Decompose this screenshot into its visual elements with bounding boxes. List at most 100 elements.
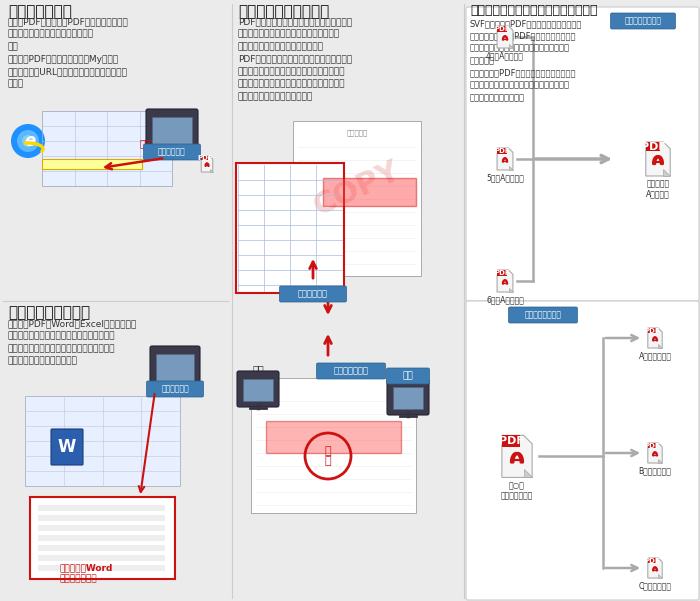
Text: PDF: PDF (197, 155, 213, 161)
Text: 5月度A社納品書: 5月度A社納品書 (486, 173, 524, 182)
Text: PDFの指定されたページに対して、文字列を
描画することで、帳票の不正使用の牽制や
持ち出しの抑止に効果を出します。
PDFの指定されたページに対して、イメージ: PDFの指定されたページに対して、文字列を 描画することで、帳票の不正使用の牽制… (238, 17, 352, 101)
Bar (38, 555, 165, 561)
Polygon shape (658, 459, 662, 463)
Polygon shape (648, 558, 662, 578)
Text: e: e (25, 132, 36, 150)
FancyBboxPatch shape (508, 307, 578, 323)
FancyBboxPatch shape (146, 109, 198, 153)
Text: PDF: PDF (644, 328, 660, 334)
Bar (42, 159, 142, 169)
Bar (156, 354, 194, 382)
Bar (38, 505, 165, 511)
Bar (236, 163, 344, 293)
Text: PDF: PDF (498, 436, 524, 446)
Text: ハイパーリンク: ハイパーリンク (8, 4, 72, 19)
Text: B部門取引明細: B部門取引明細 (638, 466, 671, 475)
Bar (323, 178, 416, 206)
Text: 文字列・イメージ描画: 文字列・イメージ描画 (238, 4, 329, 19)
Polygon shape (209, 169, 213, 172)
Text: 4月度A社納品書: 4月度A社納品書 (486, 51, 524, 60)
FancyBboxPatch shape (237, 371, 279, 407)
Bar (648, 443, 657, 448)
Text: A部門取引明細: A部門取引明細 (638, 351, 671, 360)
Polygon shape (524, 469, 532, 477)
Bar (38, 545, 165, 551)
Polygon shape (497, 148, 513, 170)
Text: リンク設定: リンク設定 (140, 138, 169, 148)
FancyBboxPatch shape (144, 144, 200, 160)
Text: 承: 承 (325, 446, 331, 456)
Bar (648, 328, 657, 334)
Bar (251, 378, 416, 513)
Text: 工事見積書: 工事見積書 (346, 129, 368, 136)
Bar (646, 142, 660, 151)
Text: 第○期
事業部取引明細: 第○期 事業部取引明細 (500, 481, 533, 501)
Polygon shape (508, 44, 513, 48)
Bar (38, 535, 165, 541)
Bar (201, 156, 208, 160)
Text: 生成したPDFにWordやExcelなどのファイ
ルを埋め込むことができ、これまで添付文書
としていた必要なドキュメントを一元的に管
理運用することができます。: 生成したPDFにWordやExcelなどのファイ ルを埋め込むことができ、これま… (8, 319, 137, 365)
Polygon shape (658, 344, 662, 348)
Text: PDF: PDF (494, 26, 510, 32)
FancyBboxPatch shape (466, 301, 699, 600)
Circle shape (11, 124, 45, 158)
FancyBboxPatch shape (316, 363, 386, 379)
Polygon shape (664, 169, 670, 176)
Polygon shape (648, 443, 662, 463)
Text: 認: 認 (325, 456, 331, 466)
Text: 既存のPDF、もしくはPDF作成時にハイパー
リンクを埋め込むことが可能です。
例：
給与明細PDFに社員別ページ（Myページ
等）のリンクURLを設定して閲覧: 既存のPDF、もしくはPDF作成時にハイパー リンクを埋め込むことが可能です。 … (8, 17, 129, 88)
FancyBboxPatch shape (387, 379, 429, 415)
Text: 第一四半期
A社納品書: 第一四半期 A社納品書 (646, 179, 670, 198)
FancyBboxPatch shape (279, 286, 346, 302)
Bar (393, 387, 423, 409)
Text: 申請: 申請 (252, 364, 264, 374)
Bar (30, 497, 175, 579)
Polygon shape (646, 142, 670, 176)
Text: W: W (58, 438, 76, 456)
Polygon shape (648, 328, 662, 348)
Polygon shape (658, 574, 662, 578)
Polygon shape (201, 156, 213, 172)
Text: イメージの描画: イメージの描画 (333, 367, 368, 376)
Bar (38, 515, 165, 521)
FancyBboxPatch shape (386, 368, 430, 384)
Polygon shape (497, 26, 513, 48)
Bar (38, 565, 165, 571)
Bar (266, 421, 401, 453)
FancyBboxPatch shape (610, 13, 676, 29)
Text: 6月度A社納品書: 6月度A社納品書 (486, 295, 524, 304)
Text: PDF: PDF (640, 142, 666, 151)
Text: PDF: PDF (494, 270, 510, 276)
Text: 補足資料をWord
文書にして添付: 補足資料をWord 文書にして添付 (60, 563, 113, 583)
FancyBboxPatch shape (466, 7, 699, 301)
Text: C部門取引明細: C部門取引明細 (638, 581, 671, 590)
Text: PDF: PDF (494, 148, 510, 154)
FancyBboxPatch shape (51, 429, 83, 465)
Bar (243, 379, 273, 401)
Bar (502, 435, 520, 447)
Polygon shape (502, 435, 532, 477)
Text: PDF: PDF (644, 443, 660, 449)
Text: 承認: 承認 (402, 371, 414, 380)
FancyBboxPatch shape (150, 346, 200, 388)
Text: PDF: PDF (644, 558, 660, 564)
Circle shape (22, 135, 34, 147)
Text: SVFで作成したPDF帳票を保管する際、任意
のグループで１つのPDFファイルにマージす
る、または指定のページだけ抽出することが
できます。
これにより、PD: SVFで作成したPDF帳票を保管する際、任意 のグループで１つのPDFファイルに… (470, 19, 582, 102)
Text: ファイルのマージ: ファイルのマージ (624, 16, 661, 25)
Polygon shape (508, 288, 513, 292)
Bar (42, 111, 172, 186)
Text: COPY: COPY (309, 156, 405, 221)
Polygon shape (497, 270, 513, 292)
Text: 文字列の描画: 文字列の描画 (298, 290, 328, 299)
Text: ファイルの埋め込み: ファイルの埋め込み (8, 305, 90, 320)
Bar (648, 558, 657, 563)
Bar (25, 396, 180, 486)
Bar (497, 148, 507, 154)
Bar (152, 117, 192, 147)
Polygon shape (508, 166, 513, 170)
Bar (497, 270, 507, 276)
Text: ユーザー部門: ユーザー部門 (161, 385, 189, 394)
Text: ユーザー部門: ユーザー部門 (158, 147, 186, 156)
Text: ファイルのマージ・指定ページの抽出: ファイルのマージ・指定ページの抽出 (470, 4, 598, 17)
Bar (38, 525, 165, 531)
